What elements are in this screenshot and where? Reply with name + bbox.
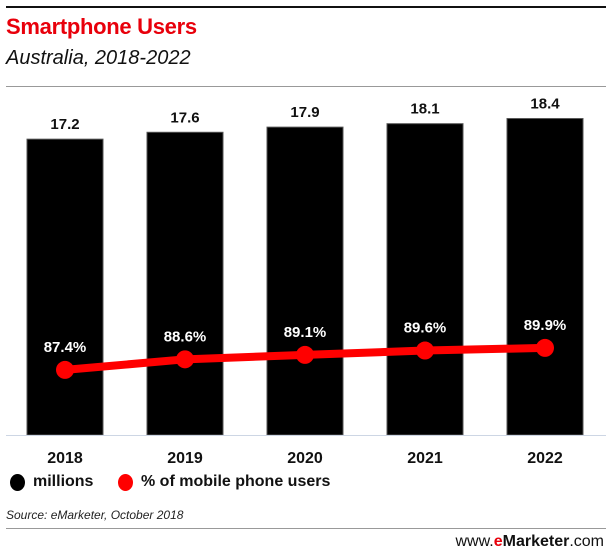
x-tick-label: 2018 xyxy=(47,450,83,467)
x-tick-label: 2021 xyxy=(407,450,443,467)
site-suffix: .com xyxy=(569,533,604,550)
bar-2021 xyxy=(386,123,464,436)
line-value-label: 88.6% xyxy=(164,328,207,345)
chart-title: Smartphone Users xyxy=(6,14,197,39)
legend-swatch-red xyxy=(118,473,133,491)
line-value-label: 89.1% xyxy=(284,324,327,341)
chart-plot: 17.2 2018 17.6 2019 17.9 2020 18.1 2021 18.4 2022… xyxy=(6,96,606,467)
x-tick-label: 2022 xyxy=(527,450,563,467)
x-tick-label: 2019 xyxy=(167,450,203,467)
chart-subtitle: Australia, 2018-2022 xyxy=(6,47,191,69)
x-tick-label: 2020 xyxy=(287,450,323,467)
site-brand-e: e xyxy=(493,533,503,550)
bar-value-label: 17.9 xyxy=(290,104,319,121)
legend-label: millions xyxy=(33,473,94,490)
bar-value-label: 17.6 xyxy=(170,109,199,126)
bottom-rule xyxy=(6,528,606,529)
bar-2022 xyxy=(506,118,584,436)
source-note: Source: eMarketer, October 2018 xyxy=(6,508,184,522)
line-value-label: 89.6% xyxy=(404,320,447,337)
legend-item-millions: millions xyxy=(10,473,93,491)
legend-swatch-black xyxy=(10,473,25,491)
site-prefix: www. xyxy=(455,533,494,550)
bar-value-label: 18.4 xyxy=(530,96,560,113)
line-point-2021 xyxy=(416,341,434,360)
site-logo: www.eMarketer.com xyxy=(455,533,604,551)
line-point-2022 xyxy=(536,338,554,357)
bar-value-label: 18.1 xyxy=(410,101,439,118)
site-brand: Marketer xyxy=(502,533,570,550)
line-point-2020 xyxy=(296,345,314,364)
legend-item-percent: % of mobile phone users xyxy=(118,473,330,491)
legend-label: % of mobile phone users xyxy=(141,473,331,490)
line-point-2019 xyxy=(176,350,194,369)
line-value-label: 89.9% xyxy=(524,317,567,334)
bar-2018 xyxy=(26,138,104,436)
bar-value-label: 17.2 xyxy=(50,116,79,133)
bar-2020 xyxy=(266,126,344,436)
line-point-2018 xyxy=(56,360,74,379)
top-rule xyxy=(6,6,606,8)
subtitle-rule xyxy=(6,86,606,87)
line-value-label: 87.4% xyxy=(44,339,87,356)
bar-2019 xyxy=(146,131,224,436)
